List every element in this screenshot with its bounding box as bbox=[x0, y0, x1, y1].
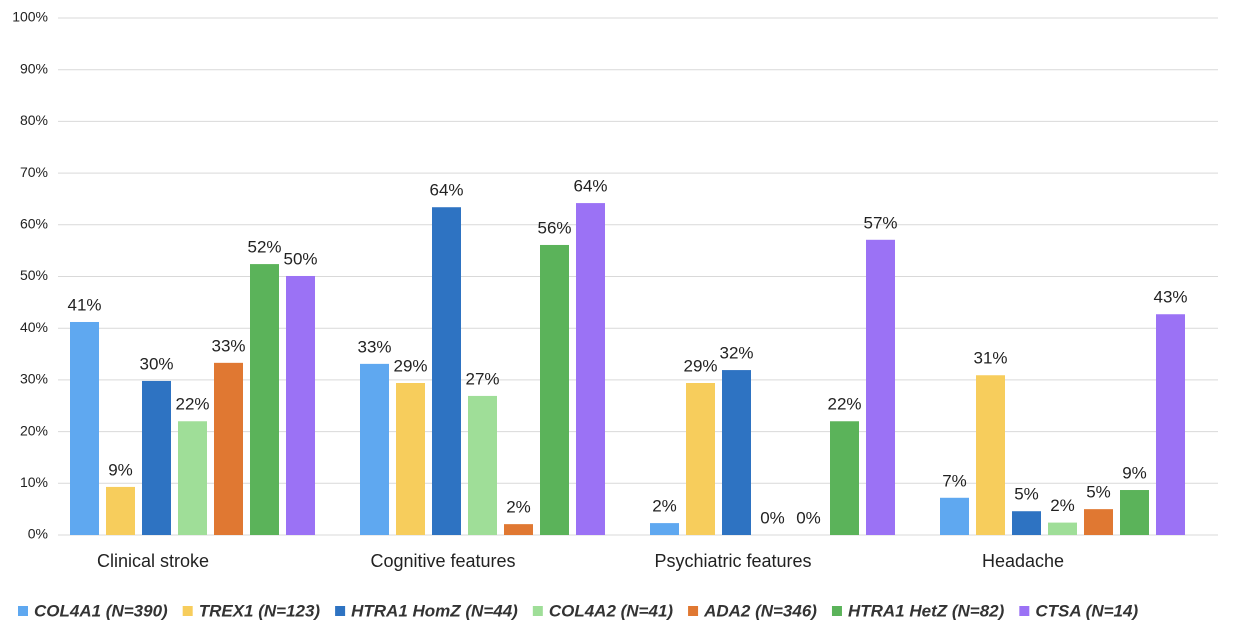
y-tick-label: 30% bbox=[20, 371, 48, 387]
data-label: 31% bbox=[973, 349, 1007, 368]
y-tick-label: 70% bbox=[20, 164, 48, 180]
y-tick-label: 60% bbox=[20, 216, 48, 232]
data-label: 33% bbox=[357, 337, 391, 356]
bar bbox=[70, 321, 99, 535]
data-label: 41% bbox=[67, 295, 101, 314]
bar bbox=[106, 486, 135, 535]
data-label: 7% bbox=[942, 471, 967, 490]
bar bbox=[178, 421, 207, 535]
legend-label: HTRA1 HomZ (N=44) bbox=[351, 601, 518, 620]
bar bbox=[432, 207, 461, 536]
legend-label: COL4A1 (N=390) bbox=[34, 601, 168, 620]
legend-label: ADA2 (N=346) bbox=[703, 601, 817, 620]
data-label: 30% bbox=[139, 354, 173, 373]
data-label: 22% bbox=[827, 395, 861, 414]
data-label: 43% bbox=[1153, 288, 1187, 307]
legend-swatch bbox=[335, 606, 346, 616]
data-label: 22% bbox=[175, 395, 209, 414]
data-label: 9% bbox=[1122, 464, 1147, 483]
data-label: 2% bbox=[652, 497, 677, 516]
bar bbox=[722, 370, 751, 535]
bar bbox=[396, 383, 425, 535]
bar bbox=[686, 383, 715, 535]
data-label: 32% bbox=[719, 344, 753, 363]
bar bbox=[214, 362, 243, 535]
legend-label: COL4A2 (N=41) bbox=[549, 601, 674, 620]
data-label: 0% bbox=[796, 508, 821, 527]
bar bbox=[866, 239, 895, 535]
x-tick-label: Headache bbox=[982, 551, 1064, 571]
bar bbox=[286, 275, 315, 535]
legend-swatch bbox=[831, 606, 842, 616]
legend-swatch bbox=[532, 606, 543, 616]
data-label: 57% bbox=[863, 213, 897, 232]
data-label: 5% bbox=[1086, 483, 1111, 502]
data-label: 64% bbox=[573, 177, 607, 196]
data-label: 27% bbox=[465, 369, 499, 388]
y-tick-label: 20% bbox=[20, 422, 48, 438]
data-label: 2% bbox=[1050, 496, 1075, 515]
bar bbox=[1048, 522, 1077, 535]
x-tick-label: Cognitive features bbox=[370, 551, 515, 571]
bar bbox=[650, 523, 679, 535]
y-tick-label: 0% bbox=[28, 526, 48, 542]
y-tick-label: 10% bbox=[20, 474, 48, 490]
legend-swatch bbox=[182, 606, 193, 616]
bar bbox=[940, 497, 969, 535]
y-tick-label: 80% bbox=[20, 112, 48, 128]
legend-label: HTRA1 HetZ (N=82) bbox=[848, 601, 1005, 620]
data-label: 29% bbox=[683, 356, 717, 375]
y-tick-label: 50% bbox=[20, 267, 48, 283]
data-label: 33% bbox=[211, 336, 245, 355]
bar bbox=[504, 524, 533, 535]
bar bbox=[576, 203, 605, 535]
data-label: 0% bbox=[760, 508, 785, 527]
legend-swatch bbox=[1019, 606, 1030, 616]
legend-label: CTSA (N=14) bbox=[1035, 601, 1138, 620]
bar bbox=[830, 421, 859, 535]
data-label: 5% bbox=[1014, 485, 1039, 504]
bar bbox=[360, 363, 389, 535]
y-tick-label: 90% bbox=[20, 60, 48, 76]
bar bbox=[250, 264, 279, 535]
data-label: 52% bbox=[247, 238, 281, 257]
y-tick-label: 100% bbox=[12, 9, 48, 25]
bar bbox=[1156, 314, 1185, 535]
x-tick-label: Psychiatric features bbox=[654, 551, 811, 571]
bar bbox=[540, 244, 569, 535]
data-label: 2% bbox=[506, 498, 531, 517]
legend-label: TREX1 (N=123) bbox=[199, 601, 321, 620]
bar bbox=[1084, 509, 1113, 535]
y-tick-label: 40% bbox=[20, 319, 48, 335]
data-label: 29% bbox=[393, 356, 427, 375]
data-label: 50% bbox=[283, 249, 317, 268]
bar bbox=[1012, 511, 1041, 535]
legend-swatch bbox=[688, 606, 699, 616]
bar bbox=[142, 380, 171, 535]
bar bbox=[976, 375, 1005, 535]
data-label: 64% bbox=[429, 181, 463, 200]
data-label: 56% bbox=[537, 218, 571, 237]
bar bbox=[1120, 490, 1149, 535]
data-label: 9% bbox=[108, 460, 133, 479]
x-tick-label: Clinical stroke bbox=[97, 551, 209, 571]
bar bbox=[468, 395, 497, 535]
legend-swatch bbox=[18, 606, 28, 616]
